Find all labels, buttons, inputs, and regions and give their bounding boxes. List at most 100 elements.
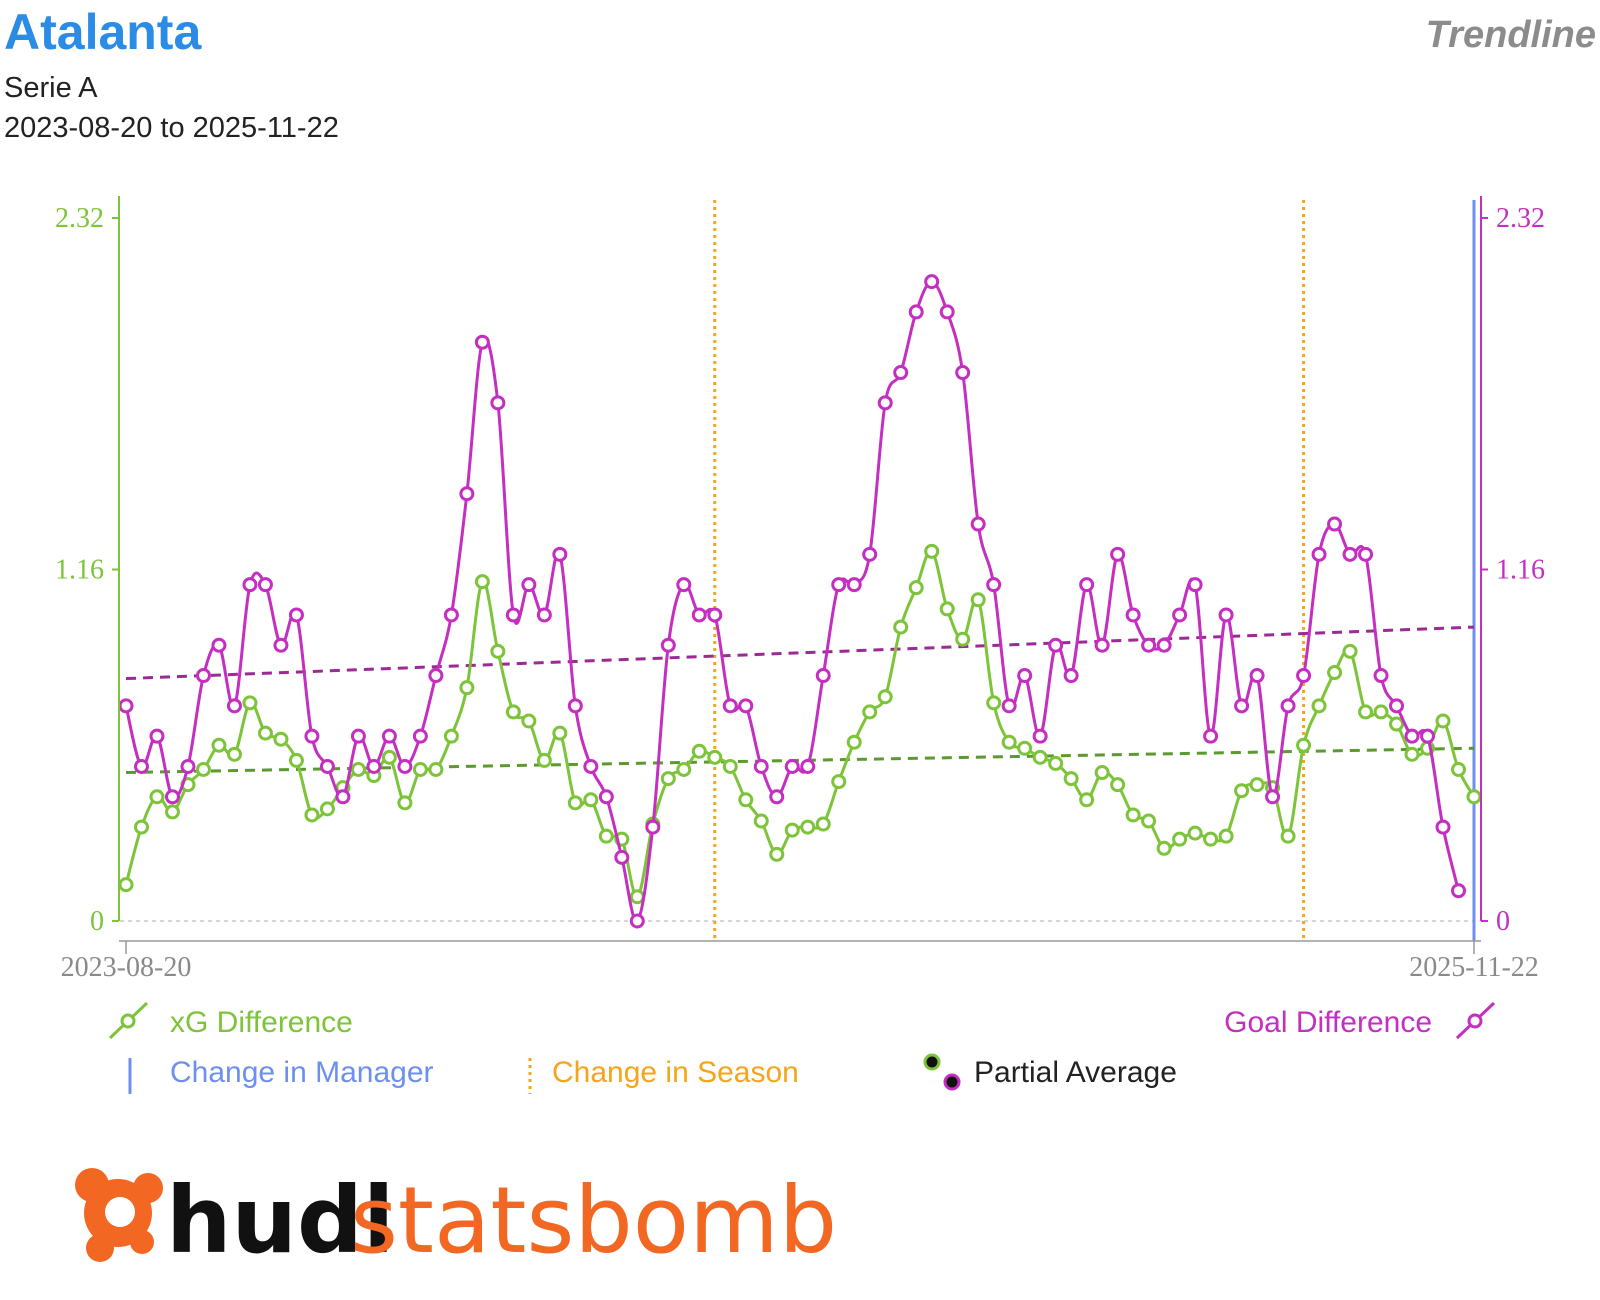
point-goal-64 — [1110, 546, 1126, 562]
point-goal-73 — [1249, 668, 1265, 684]
point-goal-45 — [815, 668, 831, 684]
point-goal-5 — [195, 668, 211, 684]
point-goal-26 — [521, 577, 537, 593]
point-xg-58 — [1017, 740, 1033, 756]
point-goal-80 — [1358, 546, 1374, 562]
point-xg-9 — [257, 725, 273, 741]
point-xg-31 — [598, 828, 614, 844]
point-xg-28 — [552, 725, 568, 741]
point-xg-55 — [970, 592, 986, 608]
point-goal-19 — [412, 728, 428, 744]
point-goal-40 — [738, 698, 754, 714]
point-goal-70 — [1203, 728, 1219, 744]
point-xg-82 — [1389, 716, 1405, 732]
point-xg-41 — [753, 813, 769, 829]
point-xg-77 — [1311, 698, 1327, 714]
point-xg-47 — [846, 734, 862, 750]
point-goal-66 — [1141, 637, 1157, 653]
point-goal-31 — [598, 789, 614, 805]
point-xg-19 — [412, 761, 428, 777]
point-xg-81 — [1373, 704, 1389, 720]
point-xg-65 — [1125, 807, 1141, 823]
point-goal-68 — [1172, 607, 1188, 623]
point-goal-47 — [846, 577, 862, 593]
point-xg-25 — [505, 704, 521, 720]
point-xg-67 — [1156, 840, 1172, 856]
point-xg-11 — [288, 752, 304, 768]
point-goal-24 — [490, 395, 506, 411]
point-goal-42 — [769, 789, 785, 805]
point-goal-41 — [753, 758, 769, 774]
point-xg-18 — [397, 795, 413, 811]
point-goal-71 — [1218, 607, 1234, 623]
point-goal-23 — [474, 334, 490, 350]
date-range-label: 2023-08-20 to 2025-11-22 — [4, 112, 339, 144]
x-tick-label-0: 2023-08-20 — [61, 952, 192, 983]
point-goal-6 — [211, 637, 227, 653]
point-goal-21 — [443, 607, 459, 623]
point-goal-43 — [784, 758, 800, 774]
point-goal-79 — [1342, 546, 1358, 562]
point-goal-76 — [1296, 668, 1312, 684]
point-xg-86 — [1451, 761, 1467, 777]
legend-goal-label: Goal Difference — [1224, 1006, 1432, 1039]
point-xg-5 — [195, 761, 211, 777]
point-xg-49 — [877, 689, 893, 705]
legend-xg-label: xG Difference — [170, 1006, 353, 1039]
point-goal-62 — [1079, 577, 1095, 593]
point-xg-61 — [1063, 771, 1079, 787]
point-xg-54 — [955, 631, 971, 647]
point-xg-43 — [784, 822, 800, 838]
point-xg-45 — [815, 816, 831, 832]
point-goal-0 — [118, 698, 134, 714]
point-xg-12 — [304, 807, 320, 823]
point-goal-28 — [552, 546, 568, 562]
point-goal-27 — [536, 607, 552, 623]
point-goal-13 — [319, 758, 335, 774]
legend-xg-marker-icon — [120, 1013, 136, 1029]
point-goal-50 — [893, 365, 909, 381]
point-goal-8 — [242, 577, 258, 593]
point-xg-46 — [831, 774, 847, 790]
point-goal-58 — [1017, 668, 1033, 684]
point-goal-49 — [877, 395, 893, 411]
point-xg-13 — [319, 801, 335, 817]
point-xg-76 — [1296, 737, 1312, 753]
point-goal-59 — [1032, 728, 1048, 744]
point-xg-44 — [800, 819, 816, 835]
point-goal-63 — [1094, 637, 1110, 653]
point-xg-68 — [1172, 831, 1188, 847]
hudl-statsbomb-logo: hudl statsbomb — [75, 1167, 837, 1274]
point-goal-83 — [1404, 728, 1420, 744]
point-xg-26 — [521, 713, 537, 729]
point-goal-12 — [304, 728, 320, 744]
right-tick-label-0: 2.32 — [1496, 203, 1545, 234]
point-xg-20 — [428, 761, 444, 777]
point-goal-46 — [831, 577, 847, 593]
point-xg-56 — [986, 695, 1002, 711]
point-goal-3 — [164, 789, 180, 805]
point-xg-53 — [939, 601, 955, 617]
point-goal-69 — [1187, 577, 1203, 593]
competition-label: Serie A — [4, 72, 98, 104]
point-goal-4 — [180, 758, 196, 774]
point-goal-37 — [691, 607, 707, 623]
point-goal-20 — [428, 668, 444, 684]
legend-goal-marker-icon — [1467, 1013, 1483, 1029]
point-goal-2 — [149, 728, 165, 744]
grid-layer — [120, 200, 1476, 941]
point-goal-85 — [1435, 819, 1451, 835]
point-xg-7 — [226, 746, 242, 762]
point-xg-79 — [1342, 643, 1358, 659]
point-xg-27 — [536, 752, 552, 768]
point-xg-21 — [443, 728, 459, 744]
point-xg-75 — [1280, 828, 1296, 844]
point-xg-64 — [1110, 777, 1126, 793]
point-goal-77 — [1311, 546, 1327, 562]
trendline-layer — [125, 625, 1475, 775]
point-goal-36 — [676, 577, 692, 593]
point-xg-1 — [133, 819, 149, 835]
point-xg-72 — [1234, 783, 1250, 799]
legend: xG Difference Goal Difference Change in … — [108, 1001, 1496, 1094]
